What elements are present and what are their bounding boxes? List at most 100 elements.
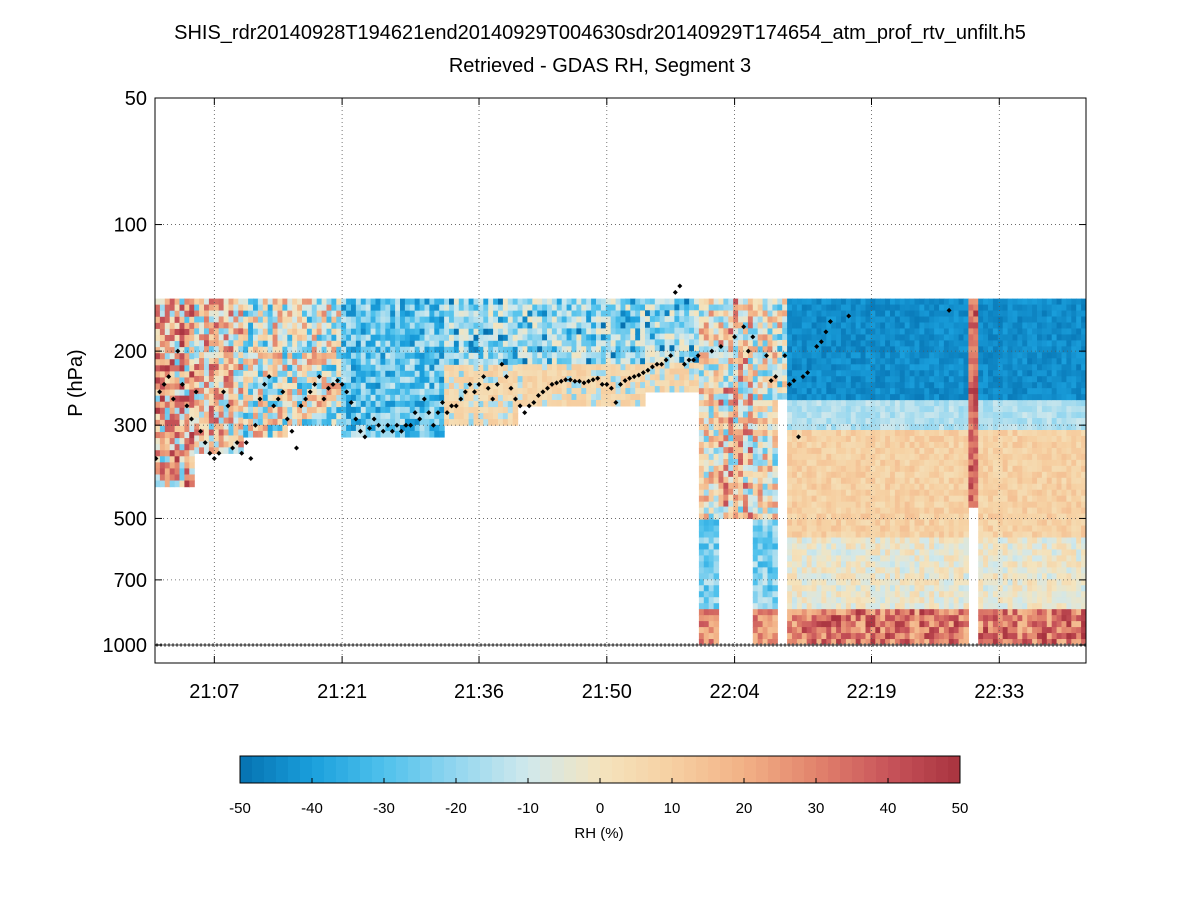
heatmap-cell — [204, 316, 210, 323]
heatmap-cell — [698, 621, 705, 628]
heatmap-cell — [880, 424, 886, 431]
heatmap-cell — [635, 298, 641, 306]
heatmap-cell — [738, 387, 744, 395]
heatmap-cell — [703, 621, 710, 628]
heatmap-cell — [463, 419, 470, 426]
heatmap-cell — [238, 447, 244, 454]
heatmap-cell — [581, 316, 587, 324]
heatmap-cell — [400, 424, 406, 432]
heatmap-cell — [870, 513, 876, 521]
heatmap-cell — [473, 376, 479, 384]
heatmap-cell — [694, 327, 700, 335]
heatmap-cell — [409, 406, 416, 414]
heatmap-cell — [890, 441, 896, 449]
heatmap-cell — [899, 633, 906, 640]
heatmap-cell — [924, 489, 930, 497]
heatmap-cell — [723, 304, 729, 312]
heatmap-cell — [924, 358, 930, 365]
heatmap-cell — [762, 429, 769, 437]
heatmap-cell — [243, 382, 249, 390]
heatmap-cell — [890, 561, 896, 568]
heatmap-cell — [321, 376, 328, 384]
heatmap-cell — [792, 328, 798, 336]
heatmap-cell — [659, 298, 666, 306]
heatmap-cell — [434, 418, 440, 426]
heatmap-cell — [762, 603, 769, 610]
heatmap-cell — [743, 399, 749, 407]
heatmap-cell — [664, 380, 671, 387]
heatmap-cell — [507, 340, 514, 348]
heatmap-cell — [929, 465, 935, 473]
heatmap-cell — [331, 340, 337, 348]
heatmap-cell — [502, 304, 509, 312]
heatmap-cell — [909, 477, 916, 485]
heatmap-cell — [792, 555, 798, 562]
heatmap-cell — [189, 341, 195, 348]
heatmap-cell — [890, 316, 896, 324]
heatmap-cell — [860, 459, 867, 467]
heatmap-cell — [904, 298, 911, 306]
heatmap-cell — [860, 477, 867, 485]
heatmap-cell — [723, 334, 729, 341]
heatmap-cell — [380, 388, 386, 396]
heatmap-cell — [414, 400, 421, 408]
heatmap-cell — [880, 585, 886, 592]
heatmap-cell — [875, 609, 881, 616]
heatmap-cell — [914, 435, 920, 443]
heatmap-cell — [836, 567, 842, 574]
heatmap-cell — [747, 328, 754, 335]
heatmap-cell — [865, 525, 871, 533]
heatmap-cell — [439, 322, 445, 330]
heatmap-cell — [855, 429, 862, 437]
heatmap-cell — [532, 340, 538, 347]
heatmap-cell — [346, 430, 352, 438]
heatmap-cell — [904, 465, 911, 473]
heatmap-cell — [155, 365, 161, 372]
heatmap-cell — [507, 352, 514, 360]
heatmap-cell — [924, 633, 930, 640]
heatmap-cell — [346, 322, 352, 330]
heatmap-cell — [909, 328, 916, 336]
heatmap-cell — [478, 389, 484, 396]
heatmap-cell — [429, 388, 435, 396]
heatmap-cell — [502, 322, 509, 330]
heatmap-cell — [468, 322, 475, 330]
heatmap-cell — [713, 328, 720, 336]
heatmap-cell — [831, 519, 837, 527]
heatmap-cell — [806, 495, 813, 503]
heatmap-cell — [199, 441, 205, 448]
heatmap-cell — [306, 310, 313, 318]
heatmap-cell — [757, 304, 764, 312]
heatmap-cell — [669, 380, 675, 387]
heatmap-cell — [919, 483, 925, 491]
heatmap-cell — [346, 370, 352, 378]
heatmap-cell — [355, 376, 362, 384]
heatmap-cell — [488, 358, 494, 366]
heatmap-cell — [385, 328, 391, 336]
heatmap-cell — [919, 585, 925, 592]
heatmap-cell — [919, 603, 925, 610]
heatmap-cell — [390, 310, 396, 318]
heatmap-cell — [733, 459, 739, 466]
heatmap-cell — [674, 304, 680, 311]
heatmap-cell — [223, 304, 230, 312]
heatmap-cell — [894, 441, 901, 449]
heatmap-cell — [238, 429, 244, 437]
heatmap-cell — [684, 339, 690, 346]
heatmap-cell — [488, 310, 494, 318]
heatmap-cell — [581, 340, 587, 347]
heatmap-cell — [796, 429, 803, 437]
heatmap-cell — [272, 370, 279, 378]
heatmap-cell — [591, 334, 597, 341]
heatmap-cell — [586, 334, 592, 341]
heatmap-cell — [365, 304, 372, 312]
heatmap-cell — [733, 316, 739, 323]
heatmap-cell — [645, 386, 651, 393]
heatmap-cell — [826, 621, 832, 628]
heatmap-cell — [875, 346, 881, 353]
heatmap-cell — [816, 597, 822, 604]
heatmap-cell — [796, 406, 803, 413]
heatmap-cell — [831, 561, 837, 568]
heatmap-cell — [600, 340, 607, 347]
heatmap-cell — [816, 579, 822, 586]
